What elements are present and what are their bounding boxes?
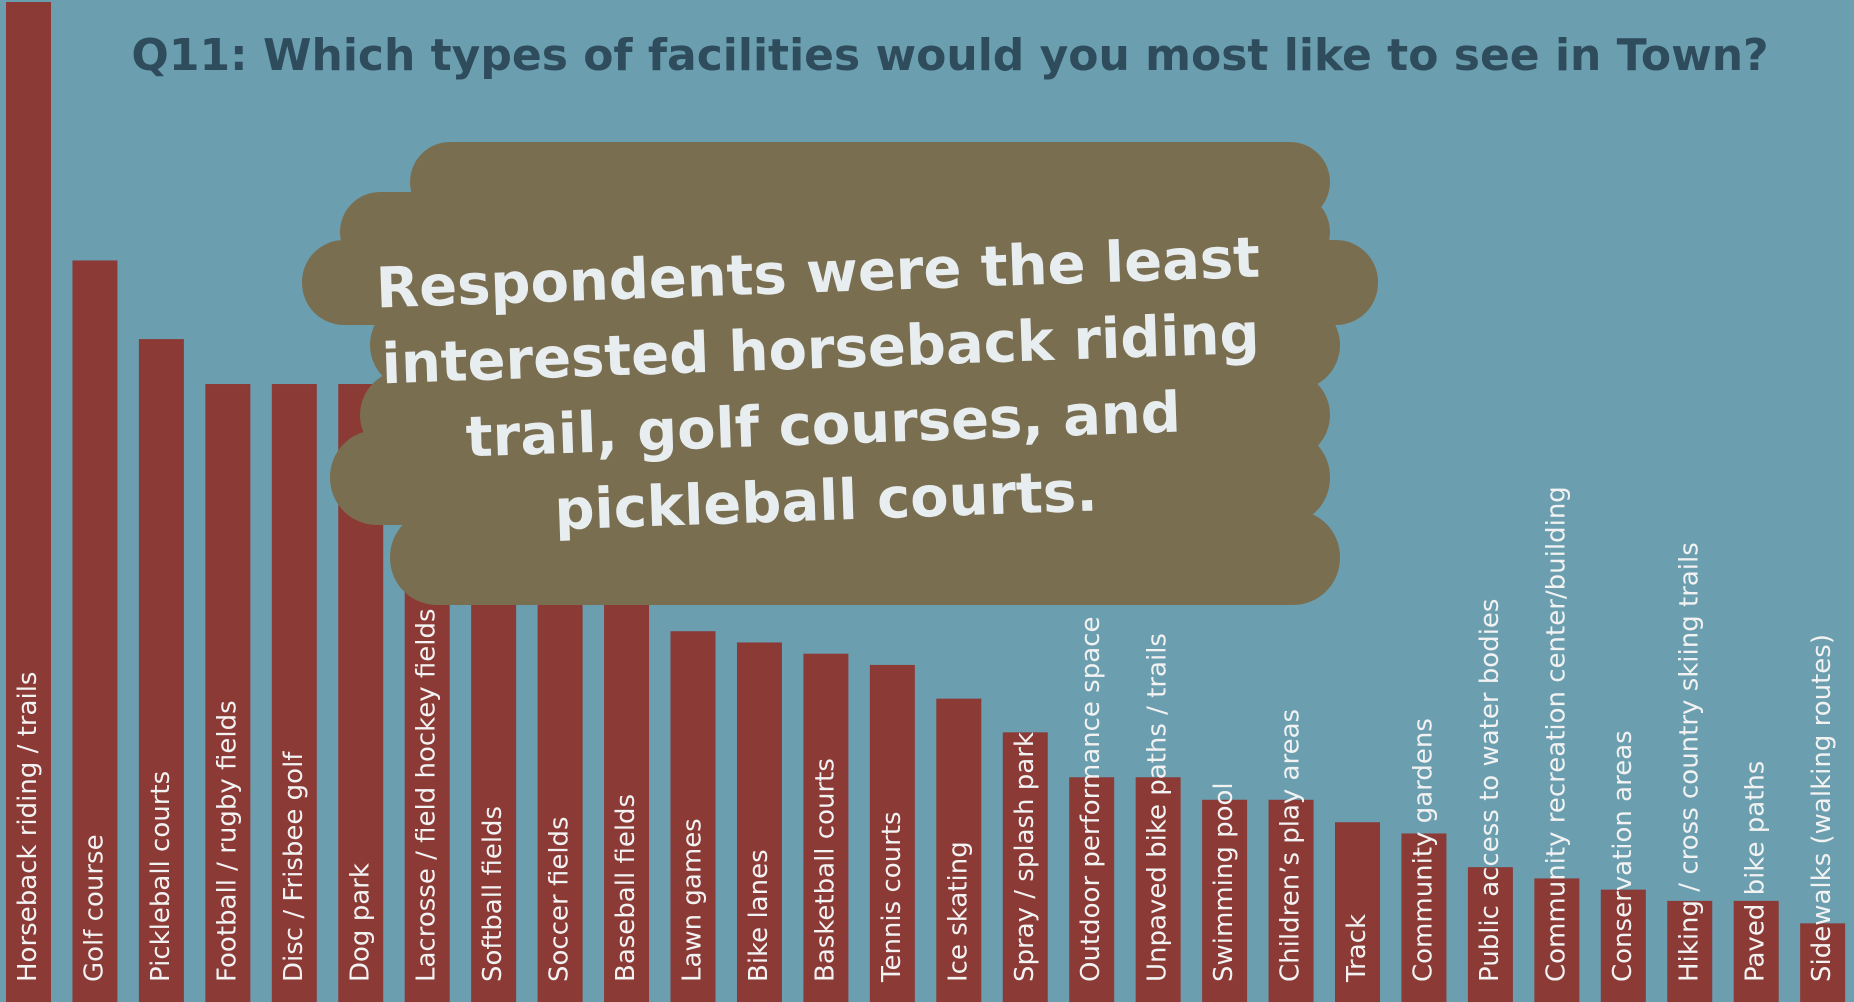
category-label: Public access to water bodies (1475, 599, 1505, 982)
bar (1268, 799, 1314, 1002)
chart-title: Q11: Which types of facilities would you… (131, 30, 1768, 81)
bar (936, 698, 982, 1002)
bar (803, 653, 849, 1002)
bar (6, 2, 51, 1002)
bar (205, 384, 251, 1002)
category-label: Community recreation center/building (1541, 486, 1571, 982)
blob-stroke (330, 430, 1330, 525)
bar (1069, 777, 1115, 1002)
bar (1600, 889, 1646, 1002)
category-label: Unpaved bike paths / trails (1143, 633, 1173, 982)
category-label: Sidewalks (walking routes) (1807, 634, 1837, 982)
category-label: Hiking / cross country skiing trails (1674, 542, 1704, 982)
category-label: Soccer fields (545, 816, 575, 982)
bar (537, 552, 583, 1002)
bar (1800, 923, 1846, 1002)
bar (72, 260, 118, 1002)
category-label: Outdoor performance space (1076, 617, 1106, 982)
bar (1667, 900, 1713, 1002)
category-label: Basketball courts (810, 758, 840, 982)
category-label: Pickleball courts (146, 771, 176, 982)
category-label: Dog park (345, 863, 375, 982)
category-label: Lawn games (678, 818, 708, 982)
category-label: Golf course (79, 834, 109, 982)
bars: Horseback riding / trails Golf course Pick… (6, 2, 1846, 1002)
category-label: Disc / Frisbee golf (279, 751, 309, 982)
category-label: Swimming pool (1209, 782, 1239, 982)
bar (1002, 732, 1048, 1002)
category-label: Paved bike paths (1741, 761, 1771, 982)
bar (1534, 878, 1580, 1002)
bar (271, 384, 317, 1002)
category-label: Community gardens (1408, 718, 1438, 982)
bar (471, 541, 517, 1002)
bar (1202, 799, 1248, 1002)
category-label: Bike lanes (744, 849, 774, 982)
blob-stroke (370, 300, 1340, 390)
bar (1135, 777, 1181, 1002)
blob-stroke (390, 510, 1340, 605)
annotation-blob (302, 142, 1378, 605)
bar (138, 339, 184, 1002)
category-label: Baseball fields (611, 794, 641, 982)
bar (1401, 833, 1447, 1002)
category-label: Tennis courts (877, 811, 907, 983)
category-label: Softball fields (478, 806, 508, 982)
bar (869, 664, 915, 1002)
bar (736, 642, 782, 1002)
category-label: Spray / splash park (1010, 732, 1040, 982)
category-label: Football / rugby fields (212, 700, 242, 982)
category-label: Ice skating (943, 841, 973, 982)
bar (1467, 867, 1513, 1002)
category-label: Horseback riding / trails (13, 672, 43, 982)
category-label: Lacrosse / field hockey fields (412, 608, 442, 982)
bar (1733, 900, 1779, 1002)
bar (1335, 822, 1380, 1002)
bar (670, 631, 716, 1002)
bar (604, 586, 650, 1002)
category-label: Track (1342, 914, 1372, 983)
category-label: Children’s play areas (1276, 709, 1306, 982)
category-label: Conservation areas (1608, 730, 1638, 982)
